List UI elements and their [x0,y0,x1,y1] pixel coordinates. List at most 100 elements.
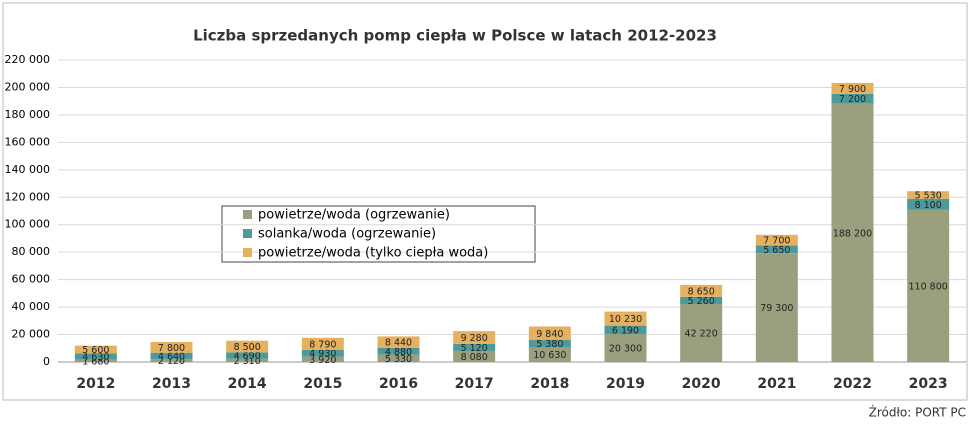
bar-segment [301,349,344,357]
bar-segment [226,340,269,353]
value-label: 188 200 [833,228,872,239]
value-label: 8 500 [234,342,261,353]
y-tick-label: 100 000 [5,218,51,231]
y-tick-label: 0 [43,355,50,368]
value-label: 5 600 [82,345,109,356]
x-tick-label: 2018 [530,376,569,392]
value-label: 8 100 [915,200,942,211]
value-label: 5 330 [385,354,412,365]
bar-segment [150,359,193,362]
value-label: 4 880 [385,347,412,358]
value-label: 7 900 [839,84,866,95]
value-label: 6 190 [612,325,639,336]
bar-segment [528,326,571,341]
bar-segment [680,304,723,362]
y-tick-label: 140 000 [5,163,51,176]
value-label: 4 630 [82,352,109,363]
x-tick-label: 2013 [152,376,191,392]
x-tick-label: 2022 [833,376,872,392]
x-tick-label: 2016 [379,376,418,392]
value-label: 7 700 [763,236,790,247]
legend-swatch [243,248,252,257]
bar-segment [377,354,420,362]
bar-segment [831,82,874,94]
value-label: 79 300 [760,303,793,314]
bar-segment [74,345,117,354]
bar-segment [226,358,269,362]
value-label: 110 800 [909,281,948,292]
value-label: 2 310 [234,356,261,367]
y-tick-label: 120 000 [5,190,51,203]
legend-swatch [243,210,252,219]
bar-segment [528,340,571,348]
value-label: 8 650 [688,286,715,297]
bar-segment [150,342,193,353]
value-label: 5 120 [461,343,488,354]
value-label: 8 790 [309,339,336,350]
value-label: 8 080 [461,352,488,363]
x-tick-label: 2020 [682,376,721,392]
chart-title: Liczba sprzedanych pomp ciepła w Polsce … [193,27,717,45]
x-tick-label: 2021 [757,376,796,392]
value-label: 2 120 [158,356,185,367]
value-label: 8 440 [385,338,412,349]
value-label: 5 260 [688,296,715,307]
y-tick-label: 200 000 [5,80,51,93]
value-label: 1 680 [82,356,109,367]
bar-segment [907,191,950,199]
bar-segment [604,334,647,362]
value-label: 7 200 [839,94,866,105]
value-label: 5 530 [915,190,942,201]
y-tick-label: 220 000 [5,53,51,66]
bar-segment [755,253,798,362]
y-tick-label: 160 000 [5,135,51,148]
y-tick-label: 20 000 [12,328,51,341]
y-tick-label: 40 000 [12,300,51,313]
bar-segment [680,284,723,297]
value-label: 5 380 [536,339,563,350]
bar-segment [604,311,647,326]
legend-label: powietrze/woda (ogrzewanie) [258,208,450,223]
value-label: 42 220 [685,329,718,340]
bar-segment [907,209,950,362]
bar-segment [907,198,950,210]
bar-segment [377,336,420,348]
source: Źródło: PORT PC [869,405,966,420]
value-label: 7 800 [158,343,185,354]
bar-segment [680,296,723,305]
value-label: 10 230 [609,314,642,325]
bar-segment [453,343,496,351]
bar-segment [453,350,496,362]
value-label: 9 280 [461,333,488,344]
bar-segment [301,337,344,350]
x-tick-label: 2012 [76,376,115,392]
x-tick-label: 2015 [303,376,342,392]
bar-segment [755,234,798,246]
bar-segment [150,352,193,360]
value-label: 20 300 [609,344,642,355]
x-tick-label: 2023 [909,376,948,392]
value-label: 4 930 [309,349,336,360]
x-tick-label: 2017 [455,376,494,392]
legend-label: solanka/woda (ogrzewanie) [258,227,436,242]
y-tick-label: 80 000 [12,245,51,258]
x-tick-label: 2014 [228,376,267,392]
legend-label: powietrze/woda (tylko ciepła woda) [258,246,488,261]
y-tick-label: 180 000 [5,108,51,121]
bar-segment [301,356,344,362]
bar-segment [74,359,117,362]
bar-segment [528,347,571,362]
value-label: 9 840 [536,329,563,340]
value-label: 4 690 [234,351,261,362]
bar-segment [831,93,874,104]
value-label: 5 650 [763,245,790,256]
legend-swatch [243,229,252,238]
value-label: 10 630 [533,350,566,361]
value-label: 3 920 [309,355,336,366]
bar-segment [74,353,117,360]
x-tick-label: 2019 [606,376,645,392]
bar-segment [604,325,647,335]
bar-segment [377,347,420,355]
bar-segment [453,331,496,344]
